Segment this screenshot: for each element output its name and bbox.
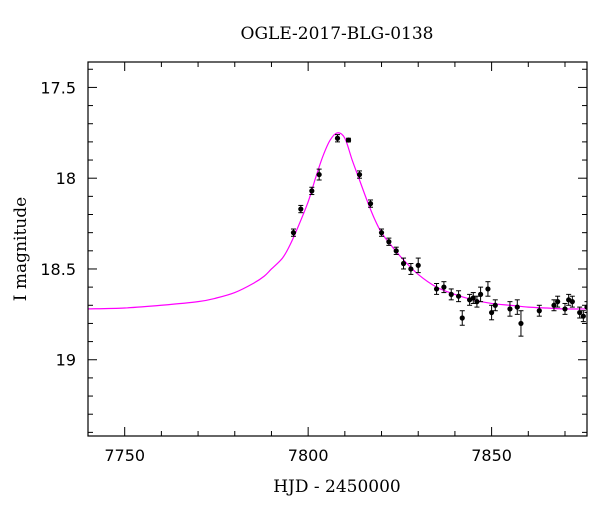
point-marker: [290, 230, 297, 236]
data-point: [298, 204, 304, 214]
y-axis-label: I magnitude: [11, 197, 31, 301]
data-point: [459, 310, 465, 326]
data-point: [441, 281, 447, 294]
data-point: [393, 246, 399, 255]
point-marker: [551, 302, 557, 308]
data-point: [334, 134, 341, 143]
point-marker: [580, 313, 586, 319]
point-marker: [415, 262, 421, 268]
point-marker: [489, 309, 495, 316]
data-point: [577, 306, 583, 319]
data-point: [485, 281, 491, 297]
point-marker: [298, 206, 304, 212]
data-point: [309, 186, 315, 196]
point-marker: [555, 299, 561, 305]
point-marker: [386, 239, 392, 245]
data-point: [378, 228, 385, 237]
point-marker: [492, 302, 498, 308]
data-point: [415, 257, 421, 274]
point-marker: [477, 291, 484, 297]
data-point: [400, 257, 407, 270]
data-point: [569, 295, 575, 308]
data-point: [356, 170, 363, 179]
data-point: [345, 137, 352, 143]
data-point: [584, 301, 587, 314]
x-tick-label: 7850: [471, 446, 512, 465]
data-point: [580, 310, 586, 323]
axis-ticks: [87, 62, 587, 436]
data-point: [316, 168, 322, 181]
point-marker: [448, 291, 454, 297]
point-marker: [514, 304, 520, 310]
data-point: [455, 290, 462, 303]
point-marker: [400, 260, 407, 267]
point-marker: [474, 299, 480, 305]
data-point: [367, 199, 374, 208]
data-point: [408, 263, 414, 275]
point-marker: [470, 295, 476, 301]
point-marker: [433, 286, 440, 292]
point-marker: [367, 201, 374, 207]
y-tick-label: 19: [56, 351, 76, 370]
point-marker: [459, 315, 465, 321]
data-point: [290, 228, 297, 237]
data-point: [492, 299, 498, 312]
data-point: [536, 304, 542, 317]
plot-frame: [87, 61, 588, 437]
point-marker: [408, 266, 414, 272]
y-tick-labels: 17.5 18 18.5 19: [40, 78, 76, 369]
point-marker: [507, 306, 513, 312]
point-marker: [485, 286, 491, 292]
data-point: [551, 299, 557, 312]
point-marker: [441, 284, 447, 290]
point-marker: [378, 230, 385, 236]
point-marker: [334, 135, 341, 141]
point-marker: [455, 293, 462, 299]
data-point: [507, 301, 513, 317]
data-point: [489, 304, 495, 321]
y-tick-label: 18.5: [40, 260, 76, 279]
point-marker: [577, 309, 583, 316]
data-point: [518, 310, 524, 337]
point-marker: [309, 188, 315, 194]
y-tick-label: 17.5: [40, 78, 76, 97]
x-axis-label: HJD - 2450000: [273, 477, 401, 497]
data-point: [474, 295, 480, 308]
point-marker: [518, 320, 524, 327]
point-marker: [569, 299, 575, 305]
point-marker: [356, 171, 363, 178]
data-point: [562, 302, 568, 315]
x-tick-label: 7750: [104, 446, 145, 465]
data-point: [386, 237, 392, 246]
x-tick-label: 7800: [288, 446, 329, 465]
point-marker: [316, 171, 322, 178]
data-point: [448, 288, 454, 301]
point-marker: [393, 248, 399, 254]
data-point: [514, 299, 520, 315]
y-tick-label: 18: [56, 169, 76, 188]
point-marker: [584, 304, 587, 310]
data-point: [470, 292, 476, 304]
data-points: [290, 134, 587, 337]
data-point: [477, 286, 484, 303]
point-marker: [536, 308, 542, 314]
model-curve: [88, 132, 587, 310]
point-marker: [562, 306, 568, 312]
x-tick-labels: 7750 7800 7850: [104, 446, 512, 465]
data-point: [433, 282, 440, 295]
point-marker: [345, 137, 352, 143]
chart-title: OGLE-2017-BLG-0138: [241, 24, 434, 44]
data-point: [555, 295, 561, 308]
